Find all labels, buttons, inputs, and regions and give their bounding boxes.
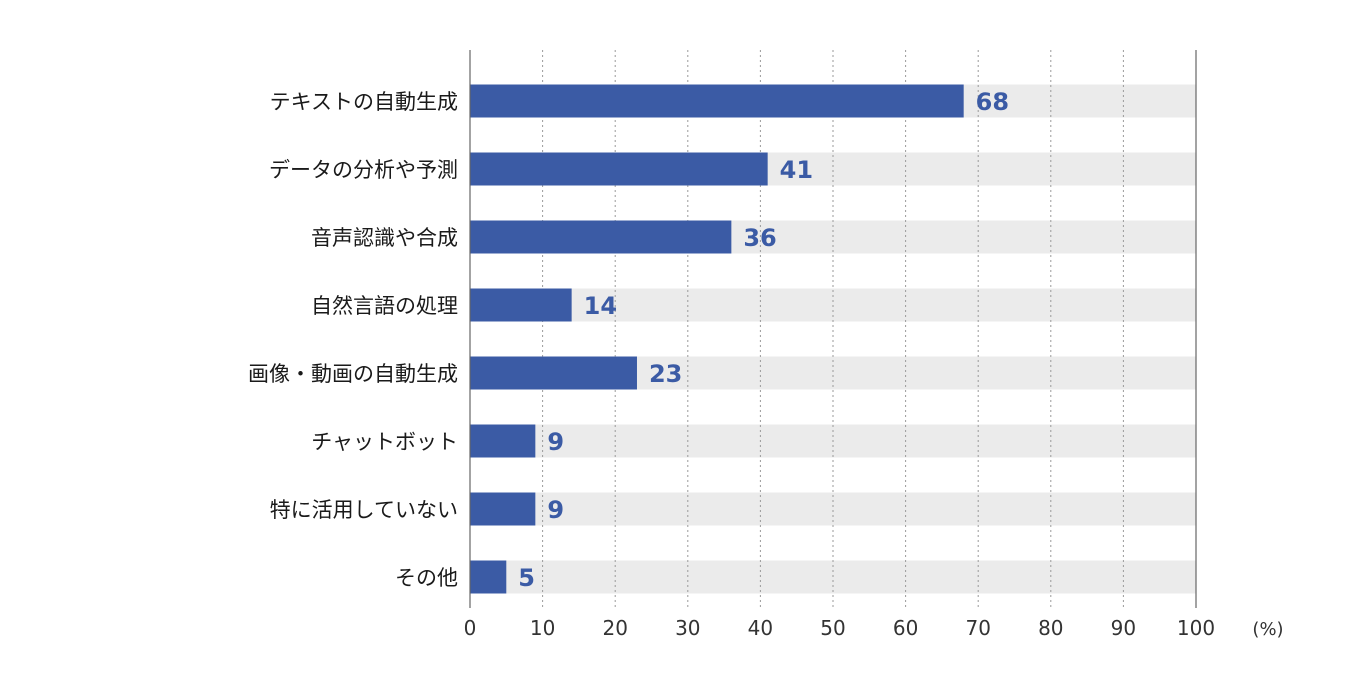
category-label: チャットボット (311, 430, 458, 454)
value-label: 23 (649, 360, 682, 388)
x-tick-label: 60 (893, 616, 918, 640)
x-tick-label: 80 (1038, 616, 1063, 640)
category-label: 音声認識や合成 (311, 226, 458, 250)
category-label: 自然言語の処理 (311, 294, 458, 318)
value-label: 68 (976, 88, 1009, 116)
x-tick-label: 10 (530, 616, 555, 640)
x-tick-label: 40 (748, 616, 773, 640)
x-tick-label: 30 (675, 616, 700, 640)
axes (469, 50, 1197, 608)
category-label: 画像・動画の自動生成 (248, 362, 458, 386)
x-tick-label: 50 (820, 616, 845, 640)
x-tick-label: 100 (1177, 616, 1215, 640)
gridlines (542, 50, 1124, 608)
tick-labels: 0 10 20 30 40 50 60 70 80 90 100 (464, 616, 1215, 640)
bar (470, 560, 507, 594)
value-label: 9 (547, 428, 564, 456)
category-label: 特に活用していない (270, 498, 458, 522)
x-tick-label: 20 (602, 616, 627, 640)
value-label: 9 (547, 496, 564, 524)
x-tick-label: 0 (464, 616, 477, 640)
bar (470, 492, 536, 526)
bar (470, 356, 637, 390)
bar (470, 424, 536, 458)
bar (470, 152, 768, 186)
bar (470, 220, 732, 254)
bar (470, 84, 964, 118)
x-tick-label: 90 (1111, 616, 1136, 640)
value-labels: 68 41 36 14 23 9 9 5 (518, 88, 1009, 592)
category-label: テキストの自動生成 (270, 90, 458, 114)
category-label: その他 (395, 566, 458, 590)
category-label: データの分析や予測 (269, 158, 458, 182)
value-label: 41 (780, 156, 813, 184)
x-tick-label: 70 (965, 616, 990, 640)
bars (470, 84, 964, 594)
value-label: 5 (518, 564, 535, 592)
value-label: 14 (584, 292, 617, 320)
bar (470, 288, 572, 322)
category-labels: テキストの自動生成データの分析や予測音声認識や合成自然言語の処理画像・動画の自動… (248, 90, 458, 590)
value-label: 36 (743, 224, 776, 252)
unit-label: (%) (1252, 619, 1283, 640)
